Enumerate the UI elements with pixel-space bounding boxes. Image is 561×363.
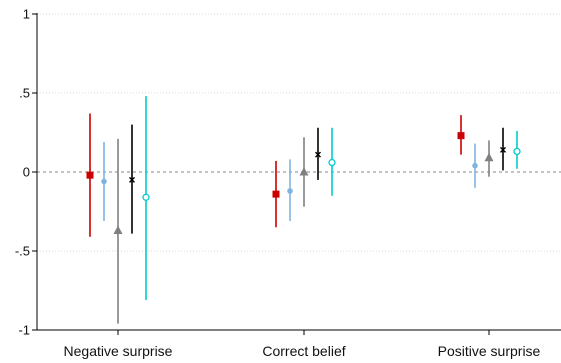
marker-s1-g2 — [472, 162, 478, 169]
axis-labels: 1 .5 0 -.5 -1 Negative surprise Correct belief… — [15, 7, 541, 360]
y-tick-label-2: 0 — [23, 165, 30, 180]
y-tick-label-3: -.5 — [15, 244, 30, 259]
marker-s2-g2 — [484, 152, 494, 162]
marker-s3-g1 — [315, 151, 321, 158]
y-tick-label-1: .5 — [19, 86, 30, 101]
marker-s0-g0 — [86, 171, 94, 179]
gridlines — [37, 13, 561, 331]
marker-s1-g0 — [101, 178, 107, 185]
axes — [32, 13, 561, 335]
y-tick-label-0: 1 — [23, 7, 30, 22]
marker-s0-g2 — [457, 132, 465, 140]
marker-s1-g1 — [287, 188, 293, 194]
x-category-label-1: Correct belief — [262, 343, 345, 359]
marker-s3-g2 — [500, 146, 506, 153]
marker-s4-g0 — [142, 193, 150, 201]
marker-s2-g1 — [299, 167, 309, 176]
marker-s4-g2 — [513, 147, 521, 156]
marker-s4-g1 — [328, 158, 336, 167]
marker-s2-g0 — [113, 225, 123, 234]
marker-s3-g0 — [129, 176, 135, 183]
y-tick-label-4: -1 — [18, 323, 30, 338]
data-series — [86, 96, 521, 324]
marker-s0-g1 — [272, 190, 280, 198]
x-category-label-2: Positive surprise — [438, 343, 541, 359]
x-category-label-0: Negative surprise — [64, 343, 173, 359]
